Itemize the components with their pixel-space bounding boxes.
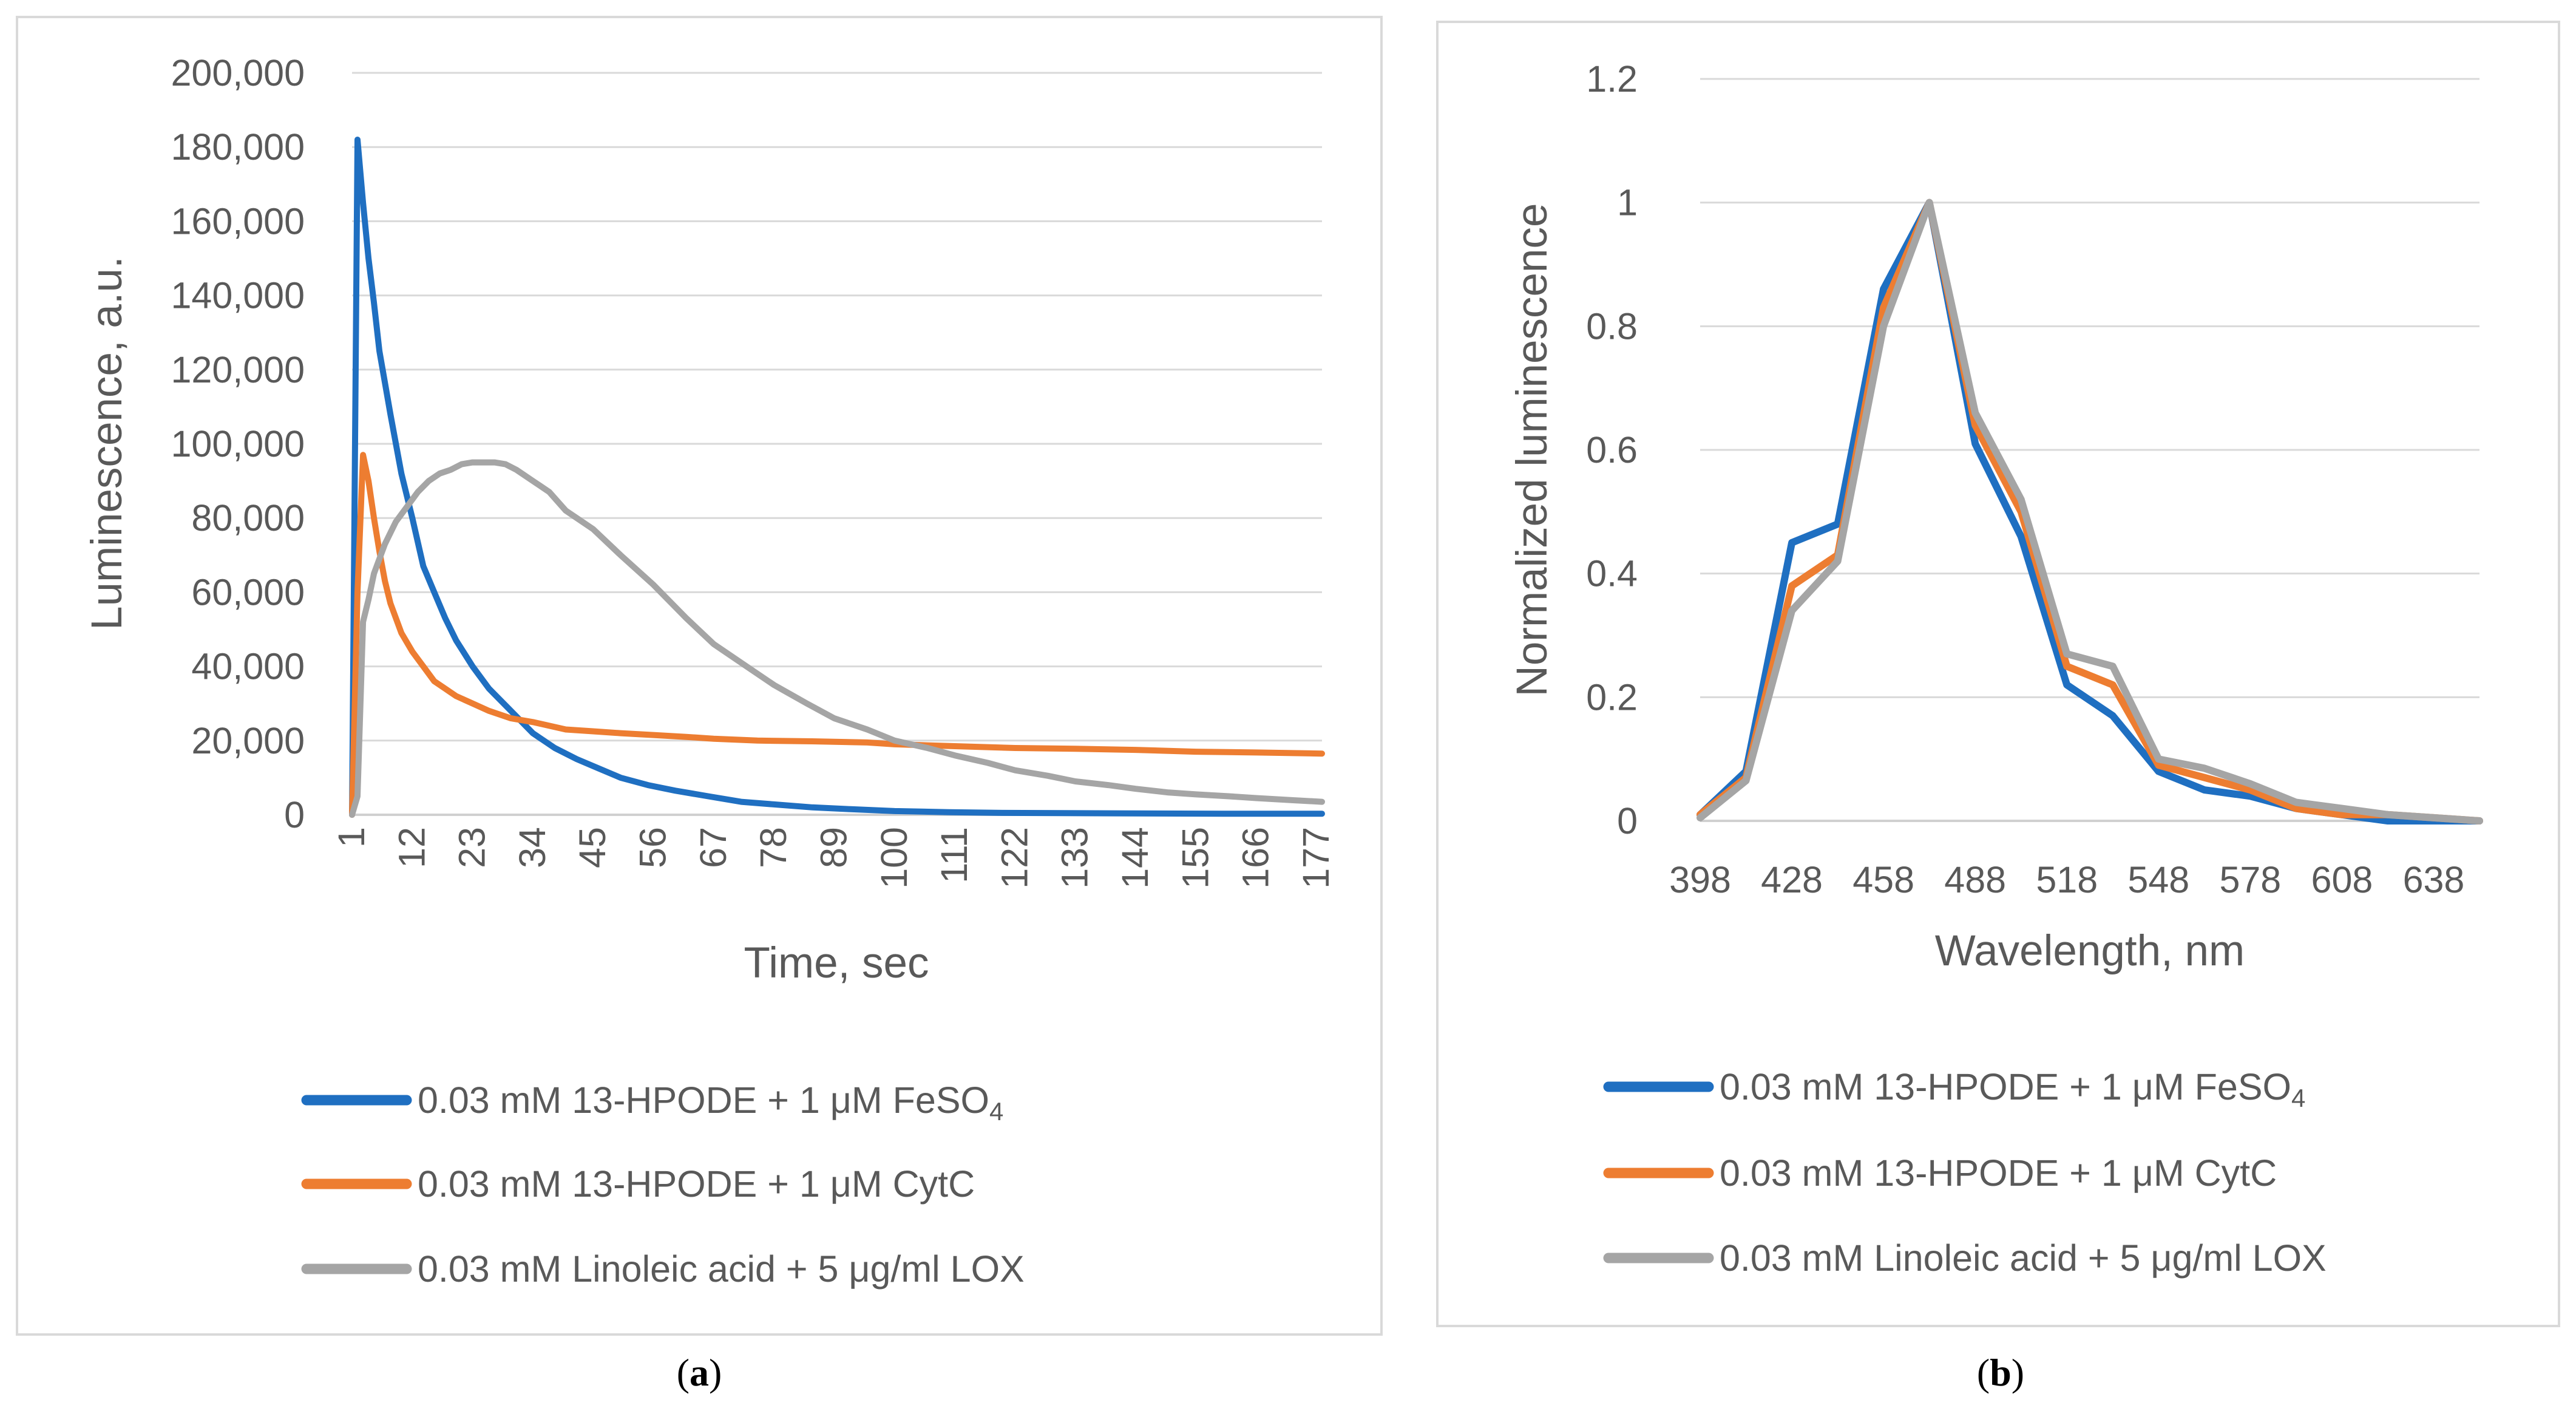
panel-a-caption: (a)	[677, 1351, 722, 1394]
panel-a-chart: 0 20,000 40,000 60,000 80,000 100,000 120,000 1…	[83, 52, 1337, 1290]
panel-b-legend-label-2: 0.03 mM 13-HPODE + 1 μM CytC	[1720, 1152, 2277, 1194]
panel-a-x-tick-label: 78	[753, 827, 794, 868]
panel-a-y-tick-label: 180,000	[171, 126, 305, 168]
panel-b-frame	[1436, 21, 2560, 1327]
panel-b-x-tick-label: 638	[2403, 859, 2465, 900]
panel-a-y-tick-label: 60,000	[191, 571, 305, 613]
panel-a-y-tick-label: 140,000	[171, 275, 305, 316]
panel-a-label: a	[690, 1351, 709, 1394]
panel-a-x-tick-label: 34	[512, 827, 553, 868]
panel-b-y-tick-label: 0	[1617, 800, 1638, 841]
panel-a-x-tick-label: 1	[331, 827, 372, 848]
panel-b-x-tick-label: 608	[2311, 859, 2373, 900]
panel-a-y-tick-label: 80,000	[191, 497, 305, 539]
panel-a-y-tick-label: 0	[284, 794, 305, 835]
panel-a-legend-label-2: 0.03 mM 13-HPODE + 1 μM CytC	[418, 1163, 975, 1205]
panel-b-caption: (b)	[1977, 1351, 2024, 1394]
panel-a-y-tick-label: 20,000	[191, 720, 305, 761]
panel-b-legend-label-1: 0.03 mM 13-HPODE + 1 μM FeSO4	[1720, 1066, 2305, 1112]
panel-b-y-tick-label: 1.2	[1586, 58, 1638, 100]
panel-a-x-tick-label: 12	[391, 827, 432, 868]
panel-b-x-tick-label: 518	[2036, 859, 2098, 900]
panel-a-y-tick-label: 160,000	[171, 200, 305, 242]
panel-b-x-tick-label: 578	[2219, 859, 2281, 900]
panel-a-x-tick-label: 89	[813, 827, 854, 868]
panel-a-y-tick-label: 40,000	[191, 646, 305, 687]
panel-a-x-tick-label: 45	[572, 827, 613, 868]
panel-b-y-tick-label: 0.8	[1586, 305, 1638, 347]
panel-a-x-tick-label: 133	[1054, 827, 1096, 889]
panel-b-legend-subscript: 4	[2291, 1084, 2305, 1112]
panel-a-series-line-1	[349, 137, 1325, 818]
panel-b-label: b	[1990, 1351, 2012, 1394]
panel-a-x-tick-label: 100	[873, 827, 915, 889]
panel-a-legend-subscript: 4	[989, 1097, 1003, 1126]
panel-b-series-line-2	[1696, 199, 2483, 824]
panel-a-y-tick-label: 120,000	[171, 349, 305, 390]
panel-b-x-tick-label: 428	[1761, 859, 1823, 900]
panel-a-x-tick-label: 67	[693, 827, 734, 868]
panel-b-chart: 0 0.2 0.4 0.6 0.8 1 1.2 398 428 458 488 518 548 578 60…	[1508, 58, 2483, 1279]
panel-a-x-tick-label: 177	[1295, 827, 1337, 889]
panel-a-y-tick-label: 200,000	[171, 52, 305, 93]
panel-b-x-tick-label: 398	[1669, 859, 1731, 900]
panel-a-x-tick-label: 111	[934, 827, 975, 883]
panel-b-series-line-3	[1696, 199, 2483, 824]
panel-b-y-tick-label: 0.2	[1586, 676, 1638, 718]
panel-a-x-axis-title: Time, sec	[744, 939, 929, 987]
panel-b-x-tick-label: 548	[2127, 859, 2189, 900]
panel-b-y-tick-label: 0.4	[1586, 553, 1638, 594]
panel-b-y-tick-label: 1	[1617, 182, 1638, 223]
panel-a-legend-label-1: 0.03 mM 13-HPODE + 1 μM FeSO4	[418, 1080, 1003, 1126]
panel-a-series-line-3	[349, 459, 1325, 818]
panel-b-legend-label-3: 0.03 mM Linoleic acid + 5 μg/ml LOX	[1720, 1237, 2327, 1279]
panel-b-y-axis-title: Normalized luminescence	[1508, 203, 1556, 697]
panel-b-x-axis-title: Wavelength, nm	[1935, 927, 2245, 975]
panel-a-x-tick-label: 144	[1114, 827, 1156, 889]
panel-a-x-tick-label: 155	[1174, 827, 1216, 889]
panel-a-x-tick-label: 166	[1235, 827, 1276, 889]
panel-a-y-tick-label: 100,000	[171, 423, 305, 464]
panel-b-x-tick-label: 458	[1852, 859, 1914, 900]
panel-a-x-tick-label: 122	[994, 827, 1035, 889]
panel-a-legend-label-3: 0.03 mM Linoleic acid + 5 μg/ml LOX	[418, 1248, 1025, 1290]
panel-a-frame	[16, 16, 1383, 1336]
panel-a-series-line-2	[349, 452, 1325, 818]
panel-a-x-tick-label: 23	[452, 827, 493, 868]
panel-a-y-axis-title: Luminescence, a.u.	[83, 256, 131, 630]
panel-b-x-tick-label: 488	[1944, 859, 2006, 900]
panel-a-x-tick-label: 56	[632, 827, 674, 868]
panel-b-y-tick-label: 0.6	[1586, 429, 1638, 471]
